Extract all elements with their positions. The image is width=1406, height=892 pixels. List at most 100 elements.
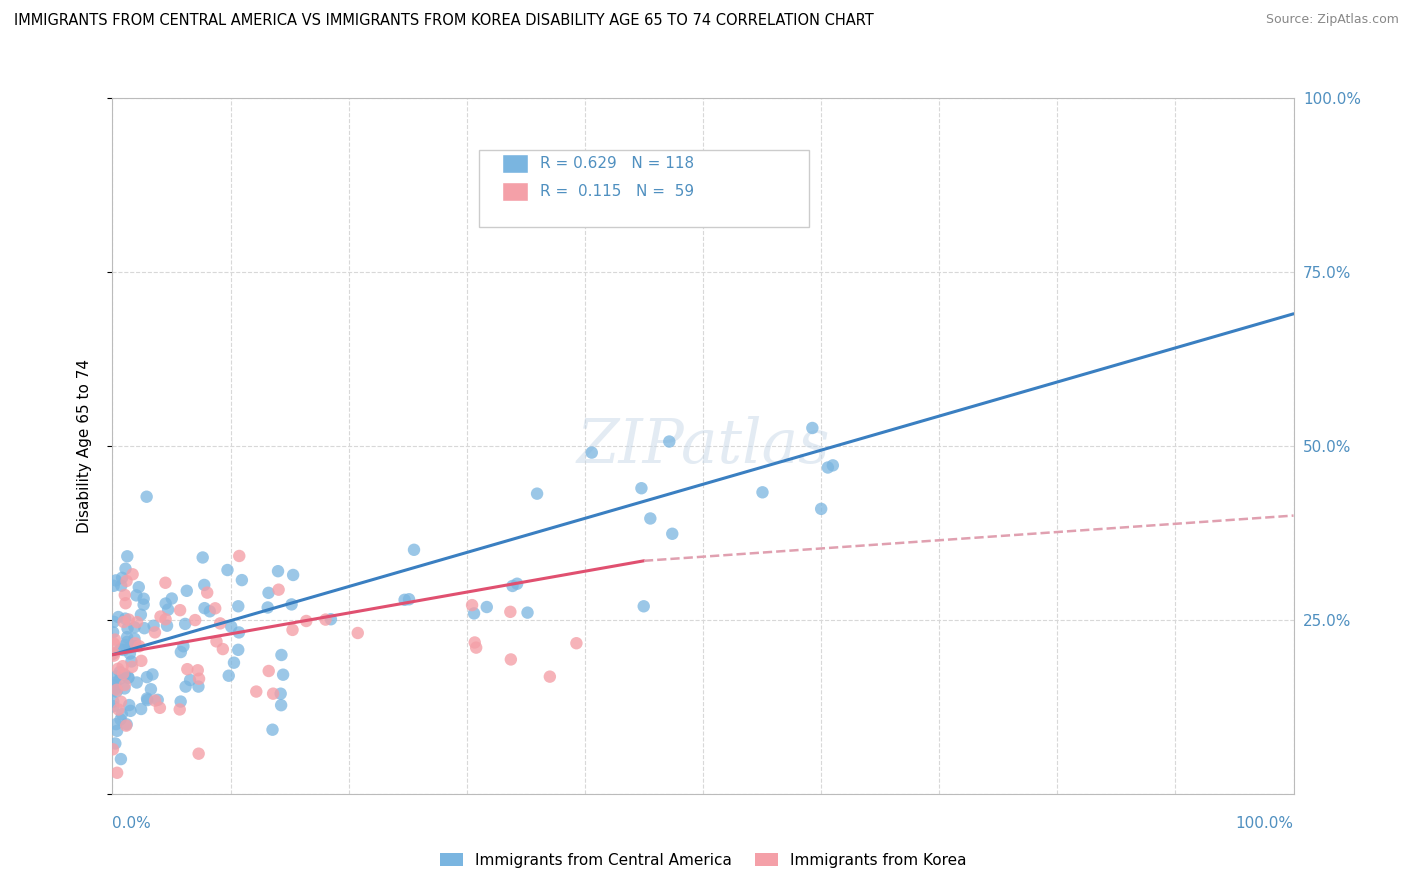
Point <box>184 613 207 627</box>
Point <box>226 599 249 614</box>
Point <box>139 682 162 697</box>
Point <box>174 680 197 694</box>
Point <box>110 695 132 709</box>
Point <box>124 620 146 634</box>
Point <box>143 693 166 707</box>
Text: R = 0.629   N = 118: R = 0.629 N = 118 <box>540 156 695 171</box>
Point <box>245 684 267 698</box>
Point <box>141 667 163 681</box>
Point <box>107 610 129 624</box>
Point <box>218 669 240 683</box>
Point <box>506 576 529 591</box>
Point <box>128 580 150 594</box>
Point <box>155 597 177 611</box>
Point <box>204 601 226 615</box>
Point <box>114 667 136 681</box>
Point <box>464 635 486 649</box>
Point <box>231 573 253 587</box>
Point <box>142 618 165 632</box>
Point <box>118 647 141 661</box>
Point <box>270 648 292 662</box>
Point <box>346 626 368 640</box>
Point <box>104 717 127 731</box>
Point <box>125 675 148 690</box>
Point <box>270 698 292 713</box>
Point <box>170 645 193 659</box>
Point <box>136 691 159 706</box>
Text: 0.0%: 0.0% <box>112 816 152 831</box>
Point <box>499 652 522 666</box>
Point <box>105 684 128 698</box>
Point <box>125 588 148 602</box>
Point <box>114 678 136 692</box>
Point <box>125 615 148 629</box>
Point <box>281 568 304 582</box>
Point <box>271 667 294 681</box>
Point <box>801 421 824 435</box>
Point <box>114 612 136 626</box>
Point <box>121 640 143 654</box>
Point <box>565 636 588 650</box>
Point <box>169 702 191 716</box>
Point <box>120 704 142 718</box>
Text: R =  0.115   N =  59: R = 0.115 N = 59 <box>540 184 695 199</box>
Point <box>101 742 124 756</box>
Point <box>502 579 524 593</box>
Point <box>114 588 136 602</box>
Point <box>160 591 183 606</box>
Point <box>104 675 127 690</box>
Point <box>193 601 215 615</box>
Point <box>394 592 416 607</box>
Point <box>149 609 172 624</box>
Text: Source: ZipAtlas.com: Source: ZipAtlas.com <box>1265 13 1399 27</box>
Point <box>103 695 125 709</box>
Point <box>461 598 484 612</box>
Y-axis label: Disability Age 65 to 74: Disability Age 65 to 74 <box>77 359 91 533</box>
Point <box>187 663 209 677</box>
Point <box>105 723 128 738</box>
Point <box>169 603 191 617</box>
Point <box>228 549 250 563</box>
Point <box>132 598 155 612</box>
Point <box>115 574 138 588</box>
Point <box>174 616 197 631</box>
Point <box>118 640 141 655</box>
Point <box>111 707 134 722</box>
Point <box>103 579 125 593</box>
Point <box>256 600 278 615</box>
Point <box>135 490 157 504</box>
Point <box>118 613 141 627</box>
Point <box>188 672 211 686</box>
Point <box>817 460 839 475</box>
Point <box>581 445 603 459</box>
Point <box>463 607 485 621</box>
Point <box>280 598 302 612</box>
Point <box>205 634 228 648</box>
Point <box>114 681 136 696</box>
Point <box>111 659 134 673</box>
Point <box>262 723 284 737</box>
Point <box>110 579 132 593</box>
Point <box>257 664 280 678</box>
Point <box>538 670 561 684</box>
Point <box>114 596 136 610</box>
Bar <box>502 182 529 201</box>
Point <box>633 599 655 614</box>
Point <box>110 752 132 766</box>
Point <box>129 607 152 622</box>
Point <box>101 647 124 661</box>
Point <box>267 564 290 578</box>
Point <box>136 693 159 707</box>
Point <box>105 765 128 780</box>
Point <box>118 698 141 712</box>
Point <box>124 636 146 650</box>
Point <box>157 602 180 616</box>
Point <box>281 623 304 637</box>
Point <box>121 660 143 674</box>
Point <box>315 613 337 627</box>
Text: ZIPatlas: ZIPatlas <box>576 416 830 476</box>
Point <box>211 642 233 657</box>
Point <box>195 585 218 599</box>
Point <box>124 632 146 646</box>
Point <box>228 625 250 640</box>
